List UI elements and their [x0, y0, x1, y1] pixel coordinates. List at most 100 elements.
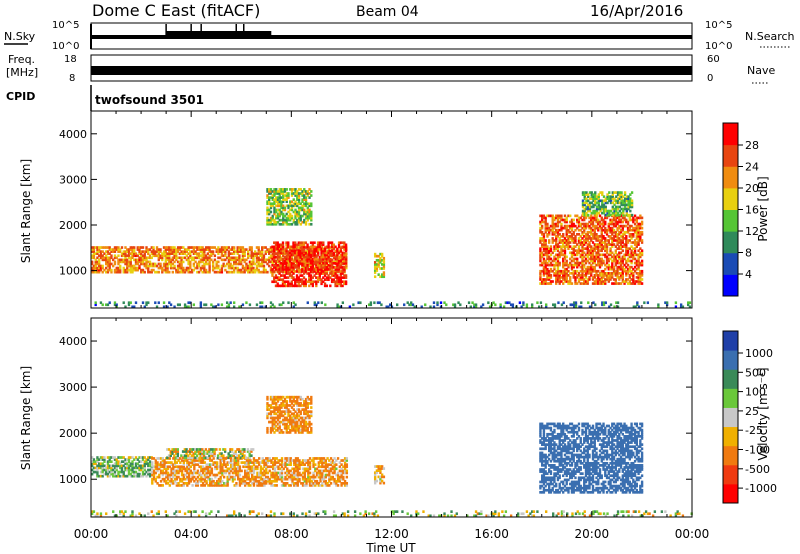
echo-cell: [588, 249, 591, 253]
echo-cell: [322, 261, 325, 265]
echo-cell: [548, 232, 551, 236]
echo-cell: [189, 260, 192, 264]
echo-cell: [287, 457, 291, 460]
echo-cell: [113, 464, 117, 468]
echo-cell: [115, 466, 118, 470]
echo-cell: [583, 251, 586, 255]
echo-cell: [192, 268, 196, 272]
echo-cell: [96, 270, 99, 274]
echo-cell: [117, 266, 120, 270]
echo-cell: [620, 201, 623, 205]
echo-cell: [598, 241, 602, 244]
echo-cell: [299, 218, 302, 222]
echo-cell: [269, 192, 273, 195]
echo-cell: [221, 471, 224, 475]
echo-cell: [122, 456, 125, 459]
echo-cell: [602, 218, 605, 222]
echo-cell: [304, 204, 308, 208]
echo-cell: [607, 241, 610, 244]
echo-cell: [200, 469, 203, 473]
echo-cell: [293, 471, 296, 475]
echo-cell: [318, 245, 321, 249]
echo-cell: [591, 253, 595, 257]
echo-cell: [616, 216, 619, 220]
echo-cell: [542, 269, 546, 273]
echo-cell: [488, 305, 492, 309]
echo-cell: [266, 459, 270, 462]
echo-cell: [201, 467, 205, 471]
echo-cell: [336, 303, 339, 307]
echo-cell: [612, 239, 616, 242]
echo-cell: [215, 479, 219, 483]
echo-cell: [108, 258, 111, 262]
echo-cell: [630, 191, 634, 194]
echo-cell: [145, 470, 148, 474]
echo-cell: [297, 214, 301, 218]
echo-cell: [175, 248, 178, 251]
echo-cell: [542, 232, 546, 236]
echo-cell: [112, 464, 115, 468]
echo-cell: [640, 278, 644, 281]
echo-cell: [192, 303, 196, 307]
echo-cell: [152, 469, 156, 473]
echo-cell: [276, 270, 279, 273]
echo-cell: [173, 463, 177, 467]
echo-cell: [196, 469, 200, 473]
echo-cell: [254, 467, 257, 471]
echo-cell: [625, 230, 628, 234]
echo-cell: [581, 271, 584, 275]
echo-cell: [173, 479, 177, 483]
echo-cell: [184, 481, 187, 485]
echo-cell: [621, 235, 624, 238]
echo-cell: [618, 232, 621, 236]
echo-cell: [619, 243, 623, 246]
echo-cell: [91, 260, 94, 264]
echo-cell: [236, 250, 239, 253]
echo-cell: [269, 222, 273, 226]
echo-cell: [611, 282, 614, 285]
echo-cell: [210, 484, 214, 487]
echo-cell: [628, 224, 631, 228]
echo-cell: [344, 253, 348, 257]
echo-cell: [595, 218, 598, 222]
echo-cell: [297, 263, 300, 267]
echo-cell: [604, 199, 607, 203]
echo-cell: [215, 461, 219, 464]
echo-cell: [555, 243, 558, 246]
echo-cell: [618, 224, 621, 228]
echo-cell: [275, 188, 278, 191]
echo-cell: [161, 484, 164, 487]
echo-cell: [553, 226, 556, 230]
echo-cell: [168, 473, 171, 477]
echo-cell: [278, 303, 281, 307]
echo-cell: [161, 254, 164, 258]
echo-cell: [304, 212, 308, 216]
echo-cell: [197, 248, 201, 251]
echo-cell: [563, 269, 567, 273]
echo-cell: [199, 268, 203, 272]
echo-cell: [265, 469, 268, 473]
echo-cell: [112, 456, 115, 459]
echo-cell: [640, 232, 644, 236]
echo-cell: [608, 191, 611, 194]
echo-cell: [562, 226, 565, 230]
echo-cell: [625, 209, 628, 213]
echo-cell: [94, 470, 97, 474]
echo-cell: [117, 270, 120, 274]
echo-cell: [196, 262, 199, 266]
echo-cell: [112, 468, 115, 472]
echo-cell: [168, 461, 171, 464]
echo-cell: [597, 239, 600, 242]
echo-cell: [588, 224, 591, 228]
echo-cell: [619, 267, 623, 271]
echo-cell: [224, 264, 227, 268]
echo-cell: [330, 268, 334, 271]
echo-cell: [597, 276, 600, 279]
echo-cell: [609, 228, 612, 232]
echo-cell: [616, 191, 620, 194]
echo-cell: [375, 265, 379, 268]
echo-cell: [245, 264, 248, 268]
echo-cell: [628, 280, 631, 283]
echo-cell: [248, 303, 252, 307]
echo-cell: [605, 243, 609, 246]
